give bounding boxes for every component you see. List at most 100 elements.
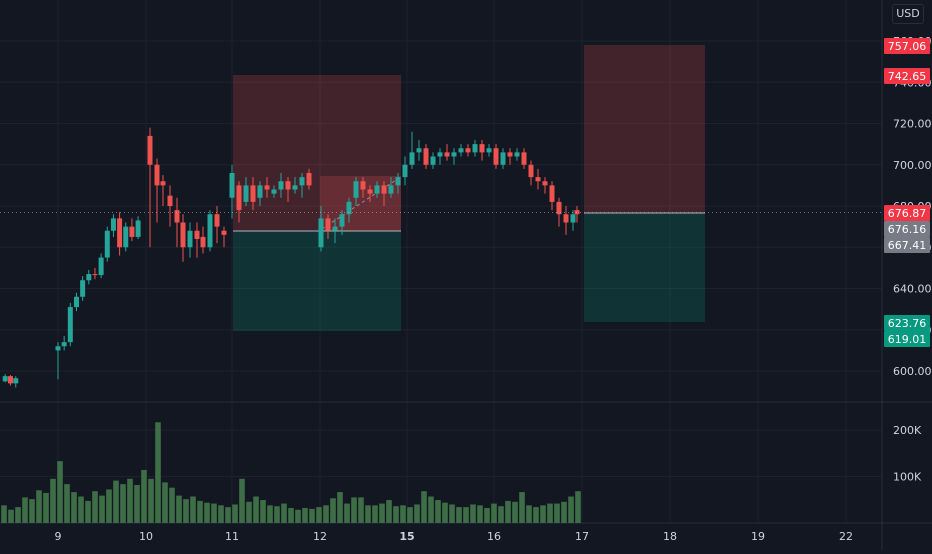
currency-button[interactable]: USD [892, 4, 924, 24]
volume-bar [190, 496, 196, 523]
volume-bar [85, 500, 91, 523]
volume-bar [442, 502, 448, 523]
stop-zone-1[interactable] [233, 75, 401, 231]
volume-bar [519, 492, 525, 523]
time-tick-label: 15 [399, 530, 414, 543]
candle [507, 152, 513, 157]
candle [167, 195, 173, 206]
candle [521, 152, 527, 165]
candle [243, 185, 249, 202]
volume-bar [64, 484, 70, 523]
volume-bar [351, 497, 357, 523]
price-label-box [884, 221, 930, 237]
candle [80, 280, 86, 297]
candle [325, 218, 331, 231]
volume-bar [288, 507, 294, 523]
candle [339, 214, 345, 227]
volume-bar [505, 500, 511, 523]
candle [318, 218, 324, 248]
candle [549, 185, 555, 202]
volume-bar [204, 502, 210, 523]
candle [98, 257, 104, 276]
price-label: 676.87 [888, 207, 927, 220]
price-label: 619.01 [888, 333, 927, 346]
candle [535, 177, 541, 182]
volume-bar [512, 501, 518, 523]
candle [194, 230, 200, 239]
candle [117, 218, 123, 248]
volume-bar [379, 503, 385, 523]
candle [285, 181, 291, 190]
candle [187, 230, 193, 248]
volume-bar [575, 491, 581, 523]
candle [123, 226, 129, 248]
candle [416, 148, 422, 153]
candle [292, 185, 298, 190]
volume-bar [211, 503, 217, 523]
candle [479, 144, 485, 153]
time-tick-label: 17 [575, 530, 589, 543]
candle [92, 274, 98, 276]
candle [67, 307, 73, 343]
volume-bar [547, 503, 553, 523]
target-zone-1[interactable] [233, 231, 401, 331]
position-zones[interactable] [233, 45, 705, 331]
volume-bar [225, 507, 231, 523]
volume-bars [1, 422, 581, 523]
candle [444, 152, 450, 157]
candle [299, 177, 305, 186]
volume-bar [561, 501, 567, 523]
volume-bar [449, 504, 455, 523]
volume-bar [428, 496, 434, 523]
volume-bar [484, 507, 490, 523]
volume-bar [120, 484, 126, 523]
candle [73, 296, 79, 308]
candle [129, 226, 135, 237]
time-tick-label: 22 [839, 530, 853, 543]
candle [13, 378, 19, 384]
volume-bar [470, 504, 476, 523]
volume-bar [407, 507, 413, 523]
volume-bar [197, 500, 203, 523]
target-zone-2[interactable] [584, 213, 705, 322]
volume-bar [435, 500, 441, 523]
volume-bar [99, 495, 105, 523]
volume-bar [127, 478, 133, 523]
volume-bar [386, 500, 392, 523]
volume-bar [526, 505, 532, 523]
candle [437, 152, 443, 157]
candle [160, 181, 166, 186]
price-label: 742.65 [888, 70, 927, 83]
candle [221, 230, 227, 235]
candle [500, 152, 506, 165]
volume-bar [414, 504, 420, 523]
candle [367, 189, 373, 194]
price-label-box [884, 68, 930, 84]
volume-bar [141, 469, 147, 523]
time-tick-label: 19 [751, 530, 765, 543]
candle [207, 214, 213, 248]
volume-bar [316, 507, 322, 523]
volume-bar [239, 478, 245, 523]
volume-bar [162, 482, 168, 523]
volume-bar [183, 499, 189, 523]
volume-bar [337, 492, 343, 523]
volume-bar [50, 478, 56, 523]
stop-zone-2[interactable] [584, 45, 705, 213]
candle [360, 181, 366, 190]
candle [104, 230, 110, 258]
candle [486, 148, 492, 153]
volume-bar [155, 422, 161, 523]
candle [7, 376, 13, 384]
candle [451, 152, 457, 157]
price-label-box [884, 331, 930, 347]
volume-bar [176, 495, 182, 523]
candle [514, 152, 520, 157]
candle [264, 185, 270, 190]
candle [271, 189, 277, 194]
volume-bar [106, 489, 112, 523]
candle [147, 135, 153, 165]
